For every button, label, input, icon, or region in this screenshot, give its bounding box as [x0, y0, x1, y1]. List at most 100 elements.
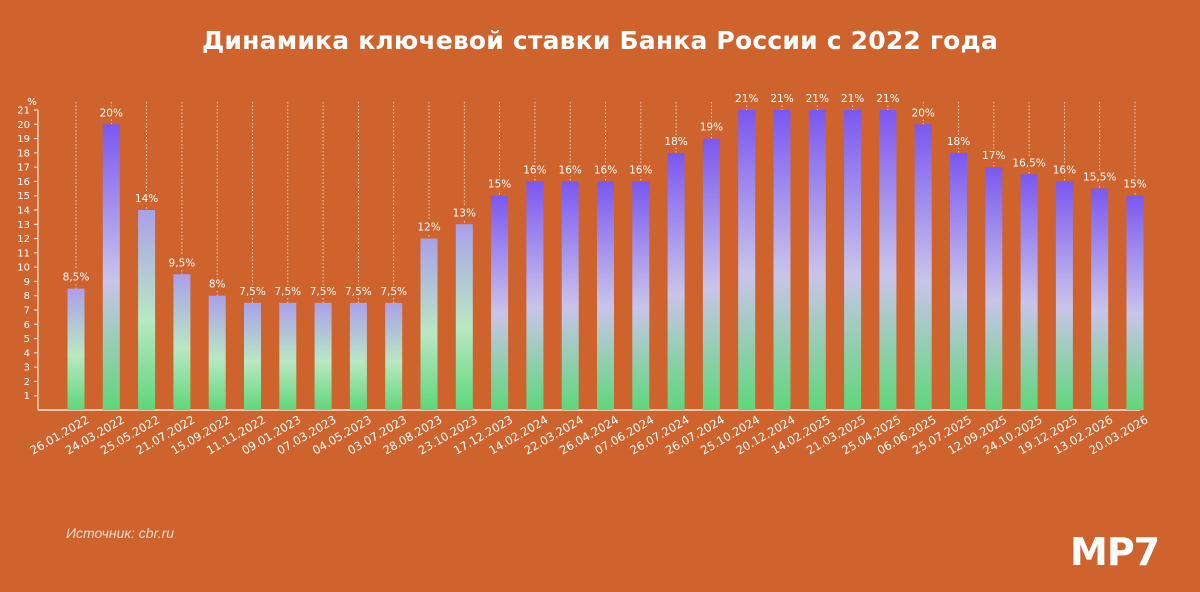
- data-label-bg: [1053, 163, 1076, 177]
- bar: [349, 302, 367, 410]
- bar: [1091, 188, 1109, 410]
- y-tick-label: 14: [17, 206, 30, 217]
- bar: [561, 181, 579, 410]
- data-label: 20%: [100, 107, 123, 119]
- mp7-logo: MP7: [1070, 530, 1160, 574]
- data-label-bg: [664, 134, 688, 148]
- y-tick-label: 17: [17, 163, 30, 174]
- data-label: 15%: [1123, 179, 1146, 191]
- bar: [914, 124, 932, 411]
- source-note: Источник: cbr.ru: [66, 525, 175, 541]
- data-label-bg: [594, 163, 617, 177]
- data-label: 21%: [735, 93, 758, 105]
- data-label: 16%: [559, 164, 582, 176]
- data-label: 16%: [1053, 164, 1076, 176]
- y-tick-label: 10: [17, 263, 30, 274]
- data-label: 18%: [947, 136, 970, 148]
- y-tick-label: 5: [24, 334, 30, 345]
- data-label: 21%: [841, 93, 864, 105]
- bar: [702, 138, 720, 411]
- bar: [420, 238, 438, 410]
- data-label-bg: [209, 277, 226, 291]
- data-label-bg: [135, 192, 158, 205]
- bar: [173, 274, 191, 410]
- y-tick-label: 7: [24, 306, 30, 317]
- data-label: 16%: [594, 164, 617, 176]
- bar: [67, 288, 85, 410]
- bar: [279, 302, 297, 410]
- bar: [491, 195, 509, 410]
- data-label-bg: [770, 92, 794, 105]
- y-tick-label: 15: [17, 191, 30, 202]
- bar: [773, 110, 791, 410]
- data-label: 20%: [912, 107, 935, 119]
- data-label-bg: [947, 134, 970, 148]
- data-label: 18%: [664, 136, 687, 148]
- data-label: 21%: [806, 93, 829, 105]
- y-axis-unit: %: [27, 97, 37, 108]
- data-label-bg: [100, 106, 123, 120]
- data-label-bg: [488, 177, 511, 191]
- bar: [632, 181, 650, 410]
- data-label: 21%: [770, 93, 793, 105]
- data-label: 19%: [700, 122, 723, 134]
- y-tick-label: 11: [17, 248, 30, 259]
- data-label-bg: [167, 256, 197, 270]
- data-label: 13%: [453, 207, 476, 219]
- bar: [667, 152, 685, 410]
- data-label-bg: [238, 284, 267, 298]
- y-tick-label: 8: [24, 291, 30, 302]
- bar: [844, 110, 862, 410]
- bar: [526, 181, 544, 410]
- data-label: 15%: [488, 179, 511, 191]
- data-label-bg: [629, 163, 653, 177]
- data-label: 15,5%: [1083, 172, 1116, 184]
- data-label: 12%: [417, 222, 440, 234]
- bar: [985, 167, 1003, 410]
- y-tick-label: 20: [17, 120, 30, 131]
- bar: [138, 210, 156, 410]
- data-label: 8,5%: [63, 272, 90, 284]
- data-label-bg: [1082, 170, 1118, 184]
- bar: [208, 295, 226, 410]
- y-tick-label: 6: [24, 320, 30, 331]
- bar: [1020, 174, 1038, 410]
- bar: [455, 224, 473, 410]
- data-label-bg: [982, 149, 1006, 163]
- data-label: 16%: [629, 164, 652, 176]
- bar: [879, 110, 897, 410]
- data-label-bg: [806, 92, 829, 105]
- data-label: 7,5%: [310, 286, 337, 298]
- bar: [385, 302, 403, 410]
- data-label: 7,5%: [380, 286, 407, 298]
- y-tick-label: 2: [24, 377, 30, 388]
- data-label: 16,5%: [1012, 157, 1045, 169]
- bar: [244, 302, 261, 410]
- y-tick-label: 16: [17, 177, 30, 188]
- data-label: 9,5%: [169, 257, 196, 269]
- bar: [808, 110, 826, 410]
- bar: [738, 110, 756, 410]
- data-label-bg: [841, 92, 864, 105]
- y-tick-label: 21: [17, 106, 30, 117]
- bar: [1126, 195, 1144, 410]
- data-label-bg: [523, 163, 547, 177]
- data-label: 7,5%: [274, 286, 301, 298]
- y-tick-label: 19: [17, 134, 30, 145]
- bar: [314, 302, 332, 410]
- data-label-bg: [344, 284, 373, 298]
- y-tick-label: 1: [24, 391, 30, 402]
- data-label: 14%: [135, 193, 158, 205]
- data-label-bg: [558, 163, 582, 177]
- bar: [597, 181, 614, 410]
- data-label-bg: [700, 120, 723, 134]
- y-tick-label: 18: [17, 148, 30, 159]
- data-label: 17%: [982, 150, 1005, 162]
- y-tick-label: 12: [17, 234, 30, 245]
- data-label: 21%: [876, 93, 899, 105]
- data-label-bg: [911, 106, 935, 120]
- chart-title: Динамика ключевой ставки Банка России с …: [201, 26, 999, 55]
- data-label-bg: [308, 284, 338, 298]
- bar: [102, 124, 120, 411]
